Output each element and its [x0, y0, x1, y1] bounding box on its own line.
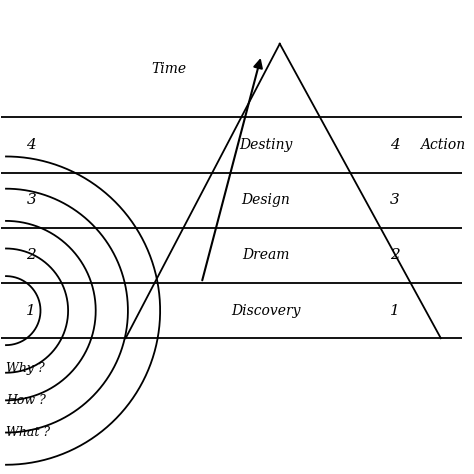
Text: Discovery: Discovery [231, 304, 301, 318]
Text: Time: Time [152, 62, 187, 76]
Text: 2: 2 [390, 248, 400, 263]
Text: How ?: How ? [6, 394, 46, 407]
Text: Action: Action [420, 138, 465, 152]
Text: What ?: What ? [6, 426, 50, 439]
Text: 1: 1 [390, 304, 400, 318]
Text: 1: 1 [27, 304, 36, 318]
Text: 4: 4 [27, 138, 36, 152]
Text: Why ?: Why ? [6, 362, 45, 374]
Text: Dream: Dream [242, 248, 290, 263]
Text: Design: Design [242, 193, 291, 207]
Text: 2: 2 [27, 248, 36, 263]
Text: 4: 4 [390, 138, 400, 152]
Text: 3: 3 [390, 193, 400, 207]
Text: Destiny: Destiny [239, 138, 292, 152]
Text: 3: 3 [27, 193, 36, 207]
